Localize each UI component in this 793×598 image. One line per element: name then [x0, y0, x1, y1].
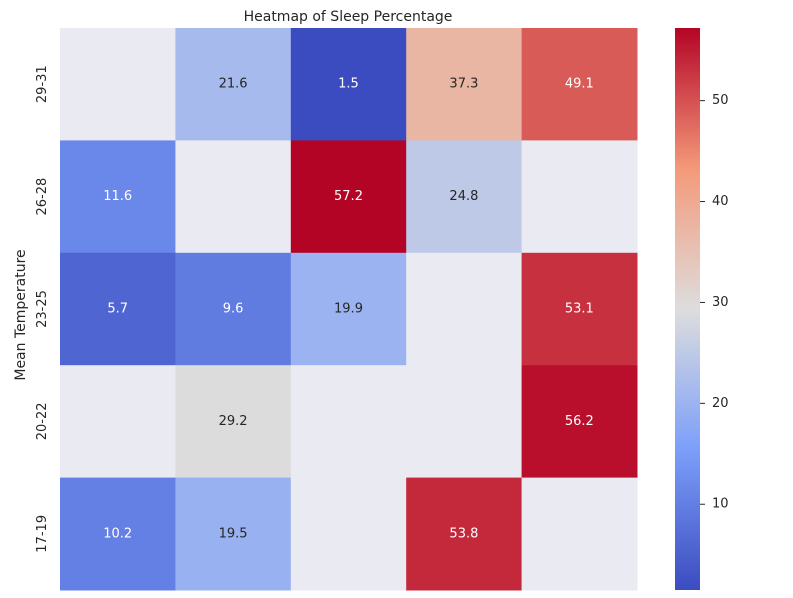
cell-value-label: 53.1 [565, 302, 594, 317]
cell-value-label: 1.5 [338, 77, 359, 92]
y-tick-label: 23-25 [35, 290, 50, 328]
cell-value-label: 9.6 [223, 302, 244, 317]
heatmap-cell [406, 28, 523, 141]
colorbar-tick-label: 30 [712, 295, 729, 310]
cell-value-label: 37.3 [449, 77, 478, 92]
heatmap-cell [60, 140, 176, 254]
heatmap-cell [60, 477, 176, 591]
heatmap-cell-empty [406, 252, 523, 366]
heatmap-cell [521, 28, 638, 141]
heatmap-cell-empty [290, 365, 407, 479]
heatmap-cell-empty [60, 28, 176, 141]
heatmap-cell [290, 252, 407, 366]
cell-value-label: 56.2 [565, 414, 594, 429]
cell-value-label: 19.5 [219, 526, 248, 541]
y-axis-label: Mean Temperature [13, 249, 29, 380]
heatmap-cells: 21.6 1.5 37.3 49.1 11.6 57.2 24.8 5.7 9.6 19.9 53.… [60, 28, 638, 591]
cell-value-label: 11.6 [103, 189, 132, 204]
cell-value-label: 24.8 [449, 189, 478, 204]
cell-value-label: 29.2 [219, 414, 248, 429]
colorbar-tick-label: 20 [712, 396, 729, 411]
colorbar-tick-label: 50 [712, 93, 729, 108]
y-tick-label: 29-31 [35, 65, 50, 103]
colorbar-ticks: 10 20 30 40 50 [700, 93, 729, 512]
cell-value-label: 21.6 [219, 77, 248, 92]
heatmap-cell [175, 252, 292, 366]
heatmap-cell [521, 252, 638, 366]
heatmap-cell [521, 365, 638, 479]
heatmap-cell [175, 477, 292, 591]
heatmap-cell-empty [406, 365, 523, 479]
y-tick-label: 26-28 [35, 178, 50, 216]
heatmap-cell [175, 28, 292, 141]
chart-title: Heatmap of Sleep Percentage [244, 9, 453, 25]
cell-value-label: 53.8 [449, 526, 478, 541]
cell-value-label: 57.2 [334, 189, 363, 204]
colorbar-tick-label: 10 [712, 497, 729, 512]
y-axis-ticks: 29-31 26-28 23-25 20-22 17-19 [35, 65, 50, 552]
cell-value-label: 5.7 [107, 302, 128, 317]
cell-value-label: 19.9 [334, 302, 363, 317]
heatmap-cell [406, 477, 523, 591]
heatmap-cell-empty [290, 477, 407, 591]
heatmap-cell [406, 140, 523, 254]
heatmap-cell-empty [175, 140, 292, 254]
heatmap-cell-empty [521, 140, 638, 254]
cell-value-label: 49.1 [565, 77, 594, 92]
heatmap-cell-empty [60, 365, 176, 479]
heatmap-cell [175, 365, 292, 479]
heatmap-cell-empty [521, 477, 638, 591]
colorbar [675, 28, 700, 590]
colorbar-tick-label: 40 [712, 194, 729, 209]
heatmap-cell [290, 28, 407, 141]
y-tick-label: 17-19 [35, 515, 50, 553]
y-tick-label: 20-22 [35, 403, 50, 441]
cell-value-label: 10.2 [103, 526, 132, 541]
heatmap-cell [60, 252, 176, 366]
heatmap-cell [290, 140, 407, 254]
